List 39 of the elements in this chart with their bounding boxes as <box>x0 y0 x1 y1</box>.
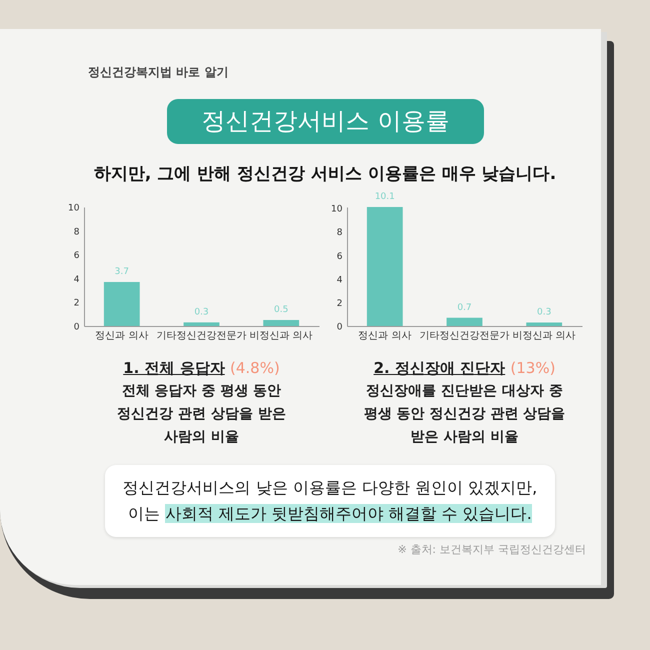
bar <box>366 207 403 326</box>
bar <box>446 318 482 326</box>
x-tick-label: 정신과 의사 <box>95 330 148 342</box>
x-tick-label: 정신과 의사 <box>358 330 412 342</box>
bar <box>184 322 220 326</box>
text: 2. 정신장애 진단자 (13%) <box>374 359 556 377</box>
data-label: 0.3 <box>536 307 552 318</box>
x-tick-label: 기타정신건강전문가 <box>420 330 510 342</box>
y-tick-label: 10 <box>331 204 343 215</box>
y-tick-label: 2 <box>74 298 80 309</box>
bar <box>104 282 140 326</box>
x-tick-label: 비정신과 의사 <box>512 330 576 342</box>
bar <box>526 322 562 326</box>
y-tick-label: 8 <box>74 227 80 238</box>
x-tick-label: 기타정신건강전문가 <box>156 330 246 342</box>
y-tick-label: 0 <box>74 322 80 332</box>
y-tick-label: 6 <box>74 251 80 262</box>
y-tick-label: 8 <box>336 228 343 238</box>
text: 1. 전체 응답자 (4.8%) <box>123 359 280 377</box>
data-label: 10.1 <box>374 192 395 202</box>
text: 정신장애를 진단받은 대상자 중 평생 동안 정신건강 관련 상담을 받은 사람의 비율 <box>362 382 566 447</box>
y-tick-label: 10 <box>68 204 80 214</box>
text: 정신건강서비스 이용률 <box>167 99 484 144</box>
data-label: 0.5 <box>274 305 288 316</box>
text: ※ 출처: 보건복지부 국립정신건강센터 <box>398 542 586 557</box>
y-tick-label: 0 <box>336 322 343 332</box>
y-tick-label: 4 <box>74 274 80 285</box>
data-label: 0.7 <box>457 302 472 313</box>
bar <box>263 320 300 326</box>
text: 하지만, 그에 반해 정신건강 서비스 이용률은 매우 낮습니다. <box>92 163 558 185</box>
y-tick-label: 4 <box>336 275 343 286</box>
x-tick-label: 비정신과 의사 <box>250 330 313 342</box>
text: 전체 응답자 중 평생 동안 정신건강 관련 상담을 받은 사람의 비율 <box>116 382 287 447</box>
y-tick-label: 6 <box>336 252 343 262</box>
data-label: 3.7 <box>114 266 130 277</box>
text: 정신건강서비스의 낮은 이용률은 다양한 원인이 있겠지만, 이는 사회적 제도가 뒷받침해주어야 해결할 수 있습니다. <box>122 477 538 525</box>
text: 정신건강복지법 바로 알기 <box>88 64 228 81</box>
y-tick-label: 2 <box>336 298 342 309</box>
data-label: 0.3 <box>194 307 209 318</box>
